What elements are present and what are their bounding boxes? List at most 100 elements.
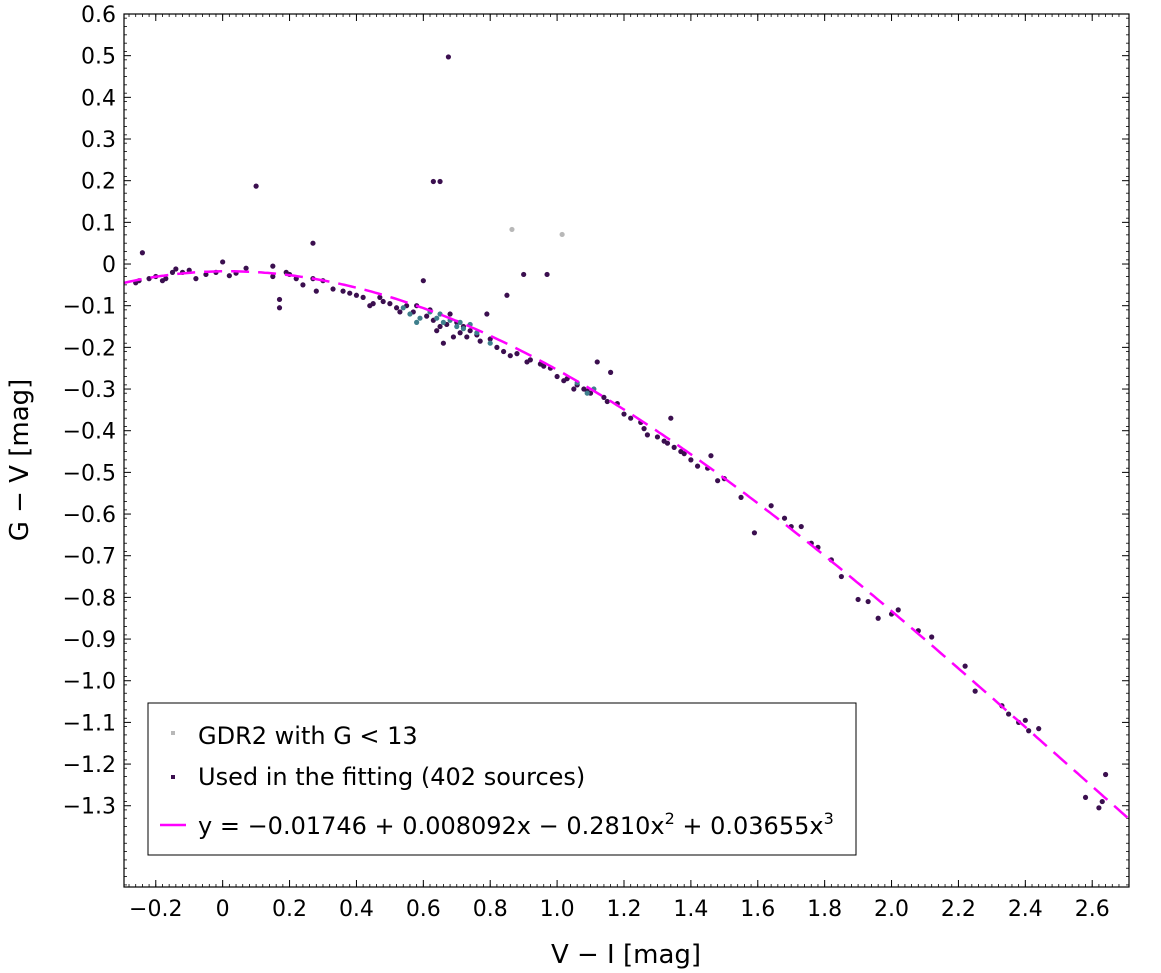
fit-source-point [929,634,935,640]
y-tick-label: −0.6 [63,503,116,528]
y-tick-label: −0.7 [63,545,116,570]
x-tick-label: 0.2 [272,897,307,922]
fit-source-point [353,292,360,298]
y-tick-label: 0.5 [81,45,116,70]
legend-label-gdr2: GDR2 with G < 13 [198,722,418,750]
fit-source-point [163,276,169,282]
fit-source-point [445,54,452,60]
x-tick-label: 1.4 [673,897,708,922]
x-tick-label: 0 [216,897,230,922]
dense-source-point [454,323,460,330]
fit-source-point [169,269,176,275]
fit-source-point [507,353,513,359]
fit-source-point [226,273,232,279]
fit-source-point [1026,728,1032,734]
dense-source-point [414,319,420,325]
fit-source-point [300,282,306,288]
tick-labels: −0.2 0 0.2 0.4 0.6 0.8 1.0 1.2 1.4 1.6 1.8 2.0 2.2 2.… [63,3,1110,922]
fit-source-point [1082,794,1089,801]
dense-source-point [407,311,413,317]
y-tick-label: −0.3 [63,378,116,403]
fit-source-point [146,276,152,282]
fit-source-point [608,369,614,375]
fit-source-point [360,294,366,300]
fit-source-point [654,434,661,440]
fit-source-point [1036,726,1042,732]
fit-source-point [628,415,634,421]
fit-curve-layer [124,270,1129,819]
dense-source-point [487,340,493,346]
fit-source-point [484,311,490,317]
fit-source-point [393,305,400,311]
fit-source-point [397,309,403,315]
fit-source-point [838,573,844,580]
fit-source-point [276,305,283,311]
fit-source-point [434,328,440,334]
gdr2-point [509,226,515,233]
fit-source-point [477,338,483,344]
fit-source-point [464,334,470,340]
y-tick-label: −1.0 [63,670,116,695]
x-tick-label: 1.8 [807,897,842,922]
legend-marker-gdr2 [171,731,175,735]
fit-source-point [380,298,386,305]
fit-source-point [377,294,383,300]
fit-source-point [514,351,520,357]
fit-source-point [694,463,701,469]
fit-source-point [173,266,179,272]
fit-source-point [437,178,443,185]
fit-source-point [243,265,249,271]
fit-label-sup1: 2 [665,809,675,828]
fit-source-point [798,523,804,530]
fit-source-point [467,328,473,334]
fit-source-point [500,348,507,355]
legend: GDR2 with G < 13 Used in the fitting (40… [147,702,857,856]
y-tick-label: 0.2 [81,170,116,195]
fit-source-point [430,178,436,185]
fit-source-point [330,286,336,292]
fit-source-point [310,240,316,246]
fit-source-point [1096,805,1102,811]
x-tick-label: 1.0 [540,897,575,922]
y-tick-label: −1.3 [63,795,116,820]
x-tick-label: −0.2 [129,897,182,922]
fit-source-point [571,386,577,392]
y-tick-label: −0.1 [63,295,116,320]
fit-source-point [203,271,209,278]
y-tick-label: 0.6 [81,3,116,28]
fit-source-point [276,296,283,303]
fit-source-point [621,411,627,417]
y-tick-label: −0.5 [63,461,116,486]
x-tick-label: 0.6 [406,897,441,922]
fit-source-point [270,273,276,280]
fit-source-point [450,334,457,340]
fit-source-point [768,503,774,509]
y-tick-label: 0 [102,253,116,278]
fit-source-point [541,363,547,369]
fit-source-point [715,478,721,484]
fit-source-point [681,451,687,457]
fit-source-point [504,292,510,298]
fit-source-point [367,303,373,309]
fit-source-point [962,663,968,669]
fit-source-point [865,598,871,605]
x-tick-label: 1.2 [606,897,641,922]
fit-source-point [347,290,353,296]
gdr2-point [559,231,565,238]
fit-source-point [671,444,677,450]
fit-source-point [738,494,744,500]
fit-source-point [487,336,493,342]
fit-source-point [524,359,530,365]
y-tick-label: −1.2 [63,753,116,778]
dense-source-point [460,326,467,332]
fit-source-point [313,288,319,294]
y-tick-label: −0.2 [63,336,116,361]
fit-source-point [193,276,199,282]
fit-source-point [1099,798,1105,805]
dense-source-point [457,319,463,325]
fit-label-main: y = −0.01746 + 0.008092x − 0.2810x [198,812,665,840]
fit-source-point [440,340,446,346]
fit-source-point [447,311,453,317]
fit-source-point [220,259,226,265]
fit-source-point [1102,771,1109,778]
